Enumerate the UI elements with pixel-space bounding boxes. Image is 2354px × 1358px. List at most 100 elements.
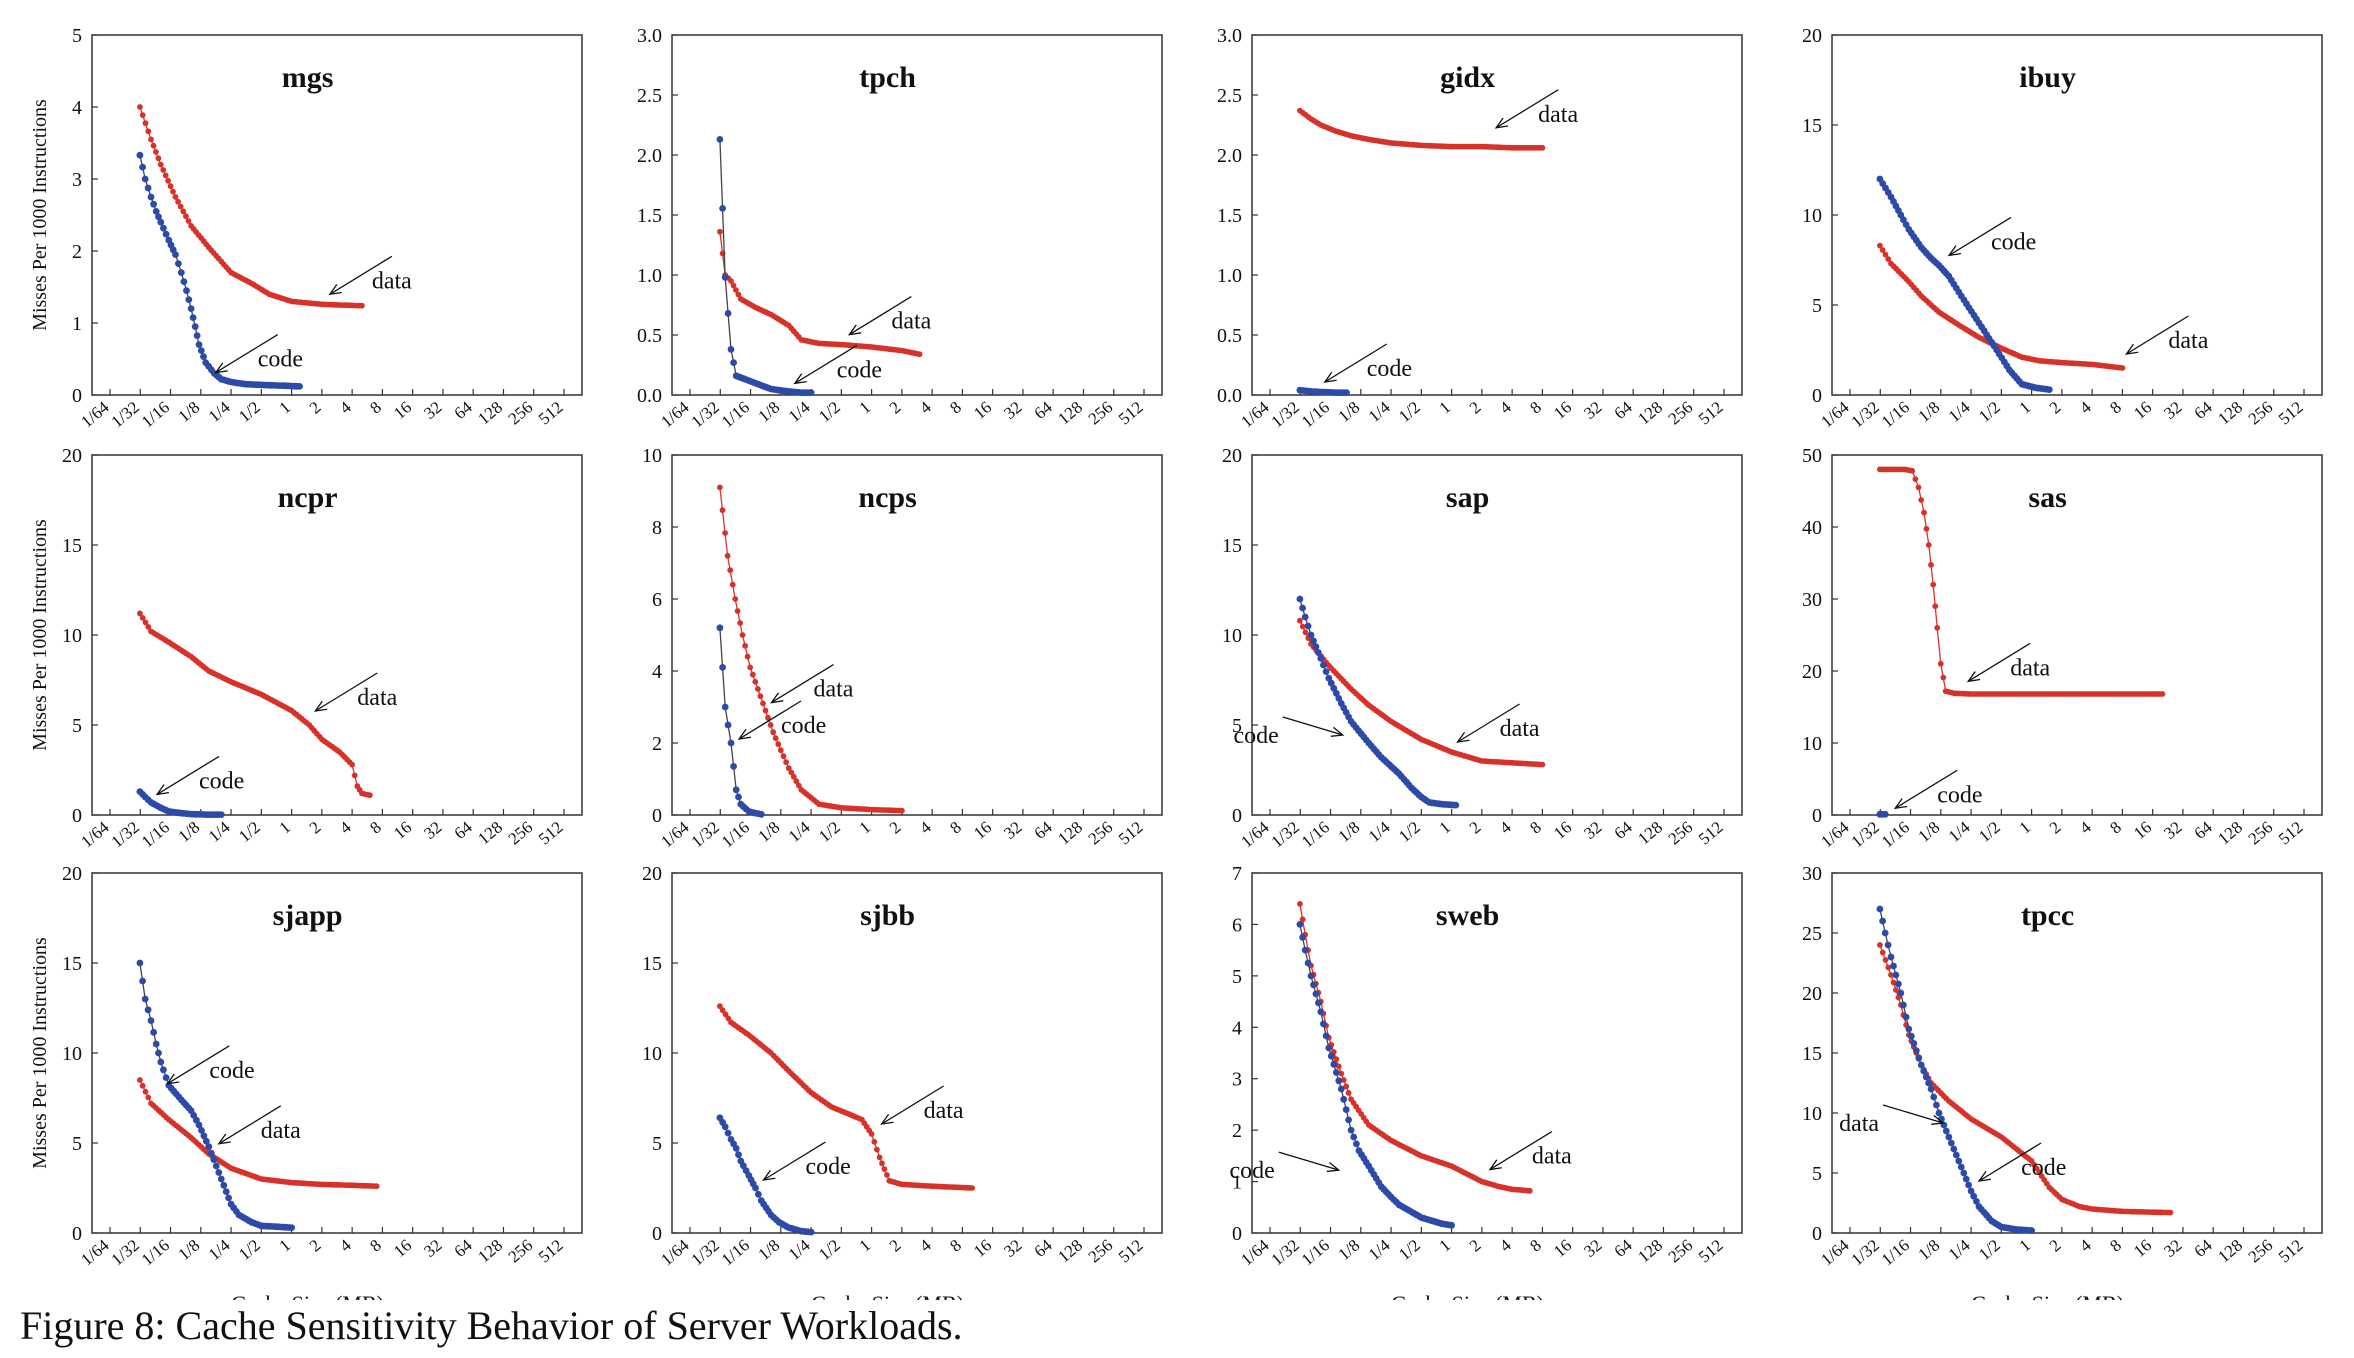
data-point-data [717,1003,723,1010]
x-tick-label: 1/2 [1395,398,1424,427]
data-point-code [735,793,742,801]
data-point-data [2119,365,2126,371]
x-tick-label: 1/64 [1237,397,1273,431]
x-tick-label: 32 [1580,398,1605,423]
data-point-code [225,1194,233,1202]
x-tick-label: 1/8 [1335,398,1364,427]
annotation-arrow [1324,343,1388,383]
data-point-data [729,581,736,588]
x-tick-label: 8 [1526,1236,1545,1256]
x-tick-label: 1/32 [1847,1236,1882,1270]
data-point-data [793,778,800,785]
annotation-arrow [771,664,834,704]
annotation-arrowhead [328,284,342,296]
x-tick-label: 2 [1466,398,1485,418]
data-point-code [217,811,225,818]
x-tick-label: 64 [451,817,477,843]
data-point-data [879,1160,885,1167]
x-tick-label: 1/4 [1945,1235,1974,1264]
x-tick-label: 16 [2130,1236,2155,1261]
chart-sap: 0 5 10 15 20 1/641/321/16 1/8 1/4 1/2 1 2 4 8 16 32 641… [1222,445,1743,851]
data-point-data [790,773,797,780]
data-point-data [142,120,149,127]
data-point-code [1895,980,1902,988]
annotation-label-code: code [837,357,882,383]
x-tick-label: 2 [1466,818,1485,838]
annotation-label-code: code [199,768,244,794]
annotation-label-code: code [1233,723,1278,749]
x-tick-label: 1/2 [815,398,844,427]
annotation-arrow [2126,315,2189,355]
data-point-data [148,136,154,143]
x-tick-label: 1 [275,1236,294,1256]
annotation-label-code: code [258,347,303,373]
data-point-data [780,753,787,760]
x-tick-label: 1/16 [718,818,753,852]
x-tick-label: 32 [1580,1236,1605,1261]
data-point-data [772,735,779,742]
data-point-code [210,1156,218,1163]
data-point-data [165,177,172,184]
x-tick-label: 8 [366,1236,385,1256]
x-tick-label: 32 [2160,818,2185,843]
data-point-code [1315,999,1322,1007]
y-tick-label: 20 [642,863,662,885]
y-tick-label: 0 [72,385,82,407]
chart-title: sweb [1436,899,1499,932]
x-tick-label: 1/2 [1975,818,2004,847]
series-line-code [719,627,762,815]
x-tick-label: 1/2 [1975,1236,2004,1265]
data-point-data [373,1183,380,1190]
annotation-arrowhead [762,1169,776,1181]
annotation-label-data: data [924,1098,964,1124]
x-tick-label: 32 [2160,1236,2185,1261]
y-tick-label: 15 [642,953,662,975]
x-tick-label: 1/2 [1395,1236,1424,1265]
data-point-code [1347,1126,1355,1134]
x-tick-label: 1 [855,398,874,418]
data-point-code [1970,1192,1978,1200]
data-point-data [757,693,764,700]
x-tick-label: 1/16 [138,398,173,432]
series-line-code [1879,908,2032,1232]
x-tick-label: 1 [275,818,294,838]
x-tick-label: 2 [886,398,905,418]
data-point-data [1526,1187,1533,1194]
annotation-arrow [218,1105,282,1145]
data-point-data [1302,629,1309,636]
data-point-data [139,112,146,118]
data-point-data [899,807,905,814]
annotation-arrowhead [737,728,752,740]
data-point-code [1947,1139,1955,1147]
data-point-code [1920,1067,1928,1075]
y-tick-label: 0 [1812,805,1822,827]
data-point-code [217,1175,225,1183]
x-tick-label: 32 [420,398,445,423]
data-point-code [1900,1001,1907,1009]
x-axis-label: Cache Size (MB) [231,1291,384,1300]
data-point-data [1928,561,1934,568]
x-tick-label: 1/32 [1847,398,1882,432]
chart-tpcc: 0 5 10 15 20 25 30 1/641/321/16 1/8 1/4 1/2 1 2 4 8 16 3… [1802,863,2323,1300]
x-tick-label: 2 [2046,398,2065,418]
chart-title: ncpr [278,481,338,514]
annotation-arrowhead [880,1113,894,1125]
annotation-label-code: code [2021,1155,2066,1181]
y-tick-label: 0 [652,805,662,827]
data-point-code [1299,604,1306,612]
x-tick-label: 1/4 [205,1235,234,1264]
data-point-code [207,1149,215,1157]
plot-frame [91,34,583,396]
x-tick-label: 1/64 [1817,817,1853,851]
data-point-code [198,1127,205,1134]
y-tick-label: 8 [652,517,662,539]
annotation-arrowhead [793,373,807,385]
y-tick-label: 5 [1232,715,1242,737]
data-point-code [160,1066,167,1074]
data-point-data [1912,476,1919,482]
annotation-arrow [329,255,393,295]
annotation-label-data: data [372,268,412,294]
y-tick-label: 15 [62,535,82,557]
y-tick-label: 10 [1222,625,1242,647]
annotation-arrow [763,1141,826,1181]
